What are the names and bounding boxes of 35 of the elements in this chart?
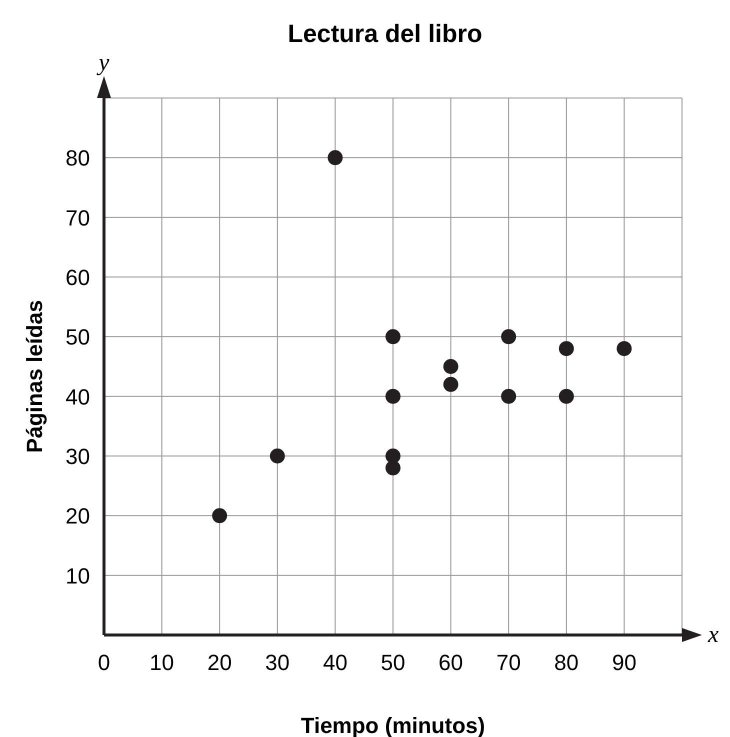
- y-tick-label: 10: [66, 563, 90, 588]
- point: [328, 150, 343, 166]
- x-tick-label: 50: [380, 650, 406, 675]
- x-tick-label: 30: [265, 650, 290, 675]
- x-tick-label: 10: [150, 650, 174, 675]
- point: [501, 329, 516, 344]
- point: [386, 329, 400, 344]
- point: [616, 341, 632, 356]
- y-tick-label: 80: [66, 146, 90, 171]
- x-tick-label: 20: [207, 650, 232, 675]
- text: y: [96, 50, 110, 76]
- point: [270, 448, 285, 464]
- x-tick-label: 40: [322, 650, 348, 675]
- point: [558, 341, 574, 356]
- x-tick-label: 60: [438, 650, 464, 675]
- point: [386, 460, 400, 476]
- y-tick-label: 20: [66, 504, 90, 529]
- x-tick-label: 0: [98, 650, 110, 675]
- y-tick-label: 50: [66, 324, 90, 350]
- x-tick-label: 70: [496, 650, 521, 675]
- y-axis-title: Páginas leídas: [22, 300, 47, 453]
- point: [501, 388, 516, 404]
- y-tick-label: 40: [66, 384, 90, 410]
- y-tick-label: 60: [66, 265, 90, 290]
- x-tick-label: 80: [554, 650, 579, 675]
- point: [443, 359, 458, 374]
- text: x: [707, 622, 719, 648]
- chart-title: Lectura del libro: [288, 20, 482, 48]
- y-tick-label: 70: [66, 205, 90, 230]
- point: [558, 388, 574, 404]
- point: [443, 376, 458, 392]
- point: [212, 508, 228, 524]
- point: [386, 388, 400, 404]
- x-tick-label: 90: [612, 650, 636, 675]
- y-tick-label: 30: [66, 444, 90, 469]
